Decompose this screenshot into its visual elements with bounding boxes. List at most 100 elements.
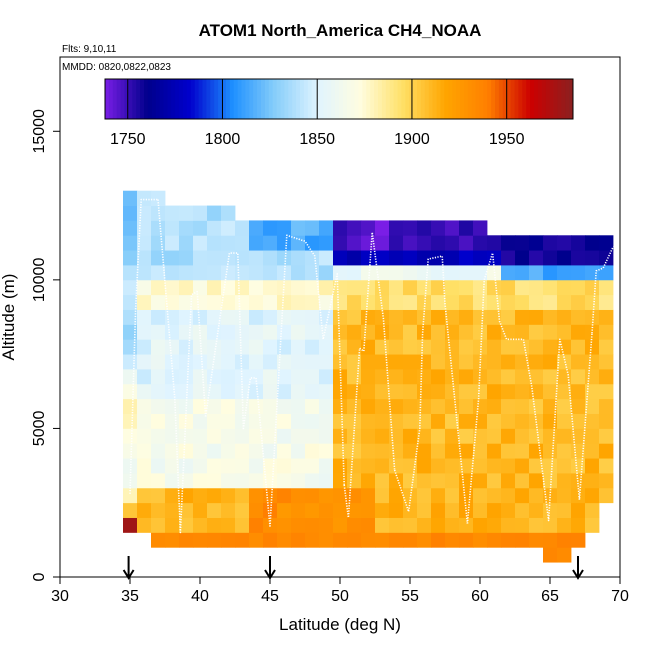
- heatmap-cell: [151, 324, 166, 340]
- heatmap-cell: [207, 398, 222, 414]
- heatmap-cell: [585, 458, 600, 474]
- heatmap-cell: [403, 517, 418, 533]
- heatmap-cell: [319, 502, 334, 518]
- heatmap-cell: [529, 502, 544, 518]
- heatmap-cell: [151, 339, 166, 355]
- heatmap-cell: [459, 458, 474, 474]
- colorbar-swatch: [257, 79, 262, 119]
- heatmap-cell: [375, 428, 390, 444]
- heatmap-cell: [529, 398, 544, 414]
- colorbar-swatch: [510, 79, 515, 119]
- heatmap-cell: [543, 398, 558, 414]
- heatmap-cell: [501, 517, 516, 533]
- heatmap-cell: [193, 250, 208, 266]
- heatmap-cell: [165, 235, 180, 251]
- heatmap-cell: [207, 413, 222, 429]
- heatmap-cell: [529, 369, 544, 385]
- heatmap-cell: [137, 339, 152, 355]
- heatmap-cell: [137, 235, 152, 251]
- heatmap-cell: [263, 220, 278, 236]
- heatmap-cell: [249, 532, 264, 548]
- heatmap-cell: [277, 443, 292, 459]
- colorbar-swatch: [459, 79, 465, 119]
- heatmap-cell: [417, 354, 432, 370]
- heatmap-cell: [249, 517, 264, 533]
- heatmap-cell: [543, 517, 558, 533]
- heatmap-cell: [263, 517, 278, 533]
- colorbar-swatch: [105, 79, 110, 119]
- colorbar-swatch: [159, 79, 164, 119]
- heatmap-cell: [221, 517, 236, 533]
- heatmap-cell: [389, 220, 404, 236]
- colorbar-swatch: [167, 79, 172, 119]
- heatmap-cell: [123, 517, 138, 533]
- heatmap-cell: [235, 220, 250, 236]
- heatmap-cell: [305, 502, 320, 518]
- heatmap-cell: [123, 428, 138, 444]
- heatmap-cell: [263, 443, 278, 459]
- heatmap-cell: [347, 220, 362, 236]
- heatmap-cell: [347, 398, 362, 414]
- heatmap-cell: [249, 428, 264, 444]
- x-tick-label: 45: [261, 588, 279, 605]
- heatmap-cell: [263, 250, 278, 266]
- colorbar-swatch: [241, 79, 246, 119]
- colorbar-swatch: [132, 79, 137, 119]
- colorbar-swatch: [534, 79, 539, 119]
- heatmap-cell: [179, 473, 194, 489]
- colorbar-swatch: [463, 79, 469, 119]
- heatmap-cell: [333, 443, 348, 459]
- heatmap-cell: [473, 532, 488, 548]
- heatmap-cell: [487, 428, 502, 444]
- heatmap-cell: [277, 398, 292, 414]
- heatmap-cell: [543, 443, 558, 459]
- heatmap-cell: [123, 309, 138, 325]
- heatmap-cell: [347, 339, 362, 355]
- colorbar-swatch: [557, 79, 562, 119]
- heatmap-cell: [137, 398, 152, 414]
- colorbar-swatch: [417, 79, 422, 119]
- heatmap-cell: [361, 502, 376, 518]
- x-axis: 30 35 40 45 50 55 60 65 70: [51, 577, 629, 605]
- heatmap-cell: [347, 250, 362, 266]
- heatmap-cell: [473, 473, 488, 489]
- heatmap-cell: [249, 279, 264, 296]
- heatmap-cell: [529, 532, 544, 548]
- heatmap-cell: [375, 487, 390, 504]
- colorbar-swatch: [190, 79, 196, 119]
- heatmap-cell: [557, 473, 572, 489]
- heatmap-cell: [291, 398, 306, 414]
- heatmap-cell: [417, 309, 432, 325]
- colorbar-swatch: [420, 79, 426, 119]
- heatmap-cell: [389, 458, 404, 474]
- heatmap-cell: [515, 473, 530, 489]
- heatmap-cell: [291, 502, 306, 518]
- colorbar-swatch: [198, 79, 203, 119]
- heatmap-cell: [459, 443, 474, 459]
- heatmap-cell: [347, 294, 362, 310]
- heatmap-cell: [585, 339, 600, 355]
- heatmap-cell: [501, 265, 516, 281]
- heatmap-cell: [123, 235, 138, 251]
- heatmap-cell: [361, 220, 376, 236]
- heatmap-cell: [417, 235, 432, 251]
- heatmap-cell: [487, 532, 502, 548]
- heatmap-cell: [487, 294, 502, 310]
- colorbar-swatch: [108, 79, 114, 119]
- heatmap-cell: [529, 250, 544, 266]
- heatmap-cell: [431, 458, 446, 474]
- heatmap-cell: [235, 294, 250, 310]
- colorbar-swatch: [171, 79, 176, 119]
- heatmap-cell: [151, 458, 166, 474]
- colorbar-swatch: [498, 79, 504, 119]
- heatmap-cell: [417, 250, 432, 266]
- heatmap-cell: [571, 532, 586, 548]
- heatmap-cell: [277, 383, 292, 400]
- colorbar-swatch: [128, 79, 133, 119]
- heatmap-cell: [515, 369, 530, 385]
- heatmap-cell: [249, 413, 264, 429]
- heatmap-cell: [571, 265, 586, 281]
- heatmap-cell: [459, 428, 474, 444]
- heatmap-cell: [487, 309, 502, 325]
